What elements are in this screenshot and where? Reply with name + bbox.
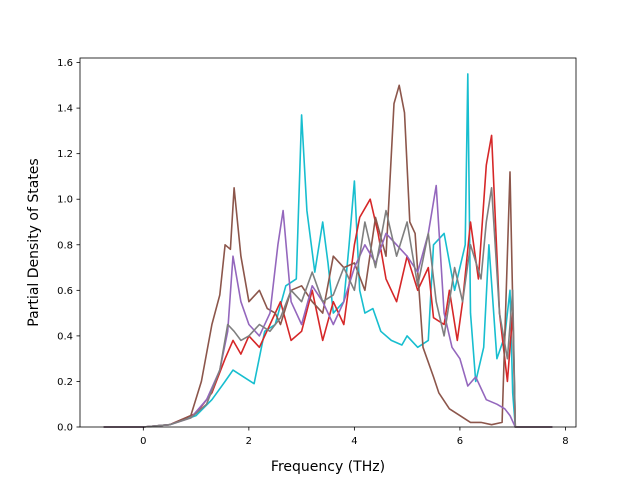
x-axis-label: Frequency (THz) (271, 459, 385, 475)
plot-frame (79, 57, 577, 428)
y-tick-label: 0.8 (57, 240, 73, 251)
series-layer (103, 73, 553, 428)
x-tick-label: 4 (351, 436, 357, 447)
x-axis-ticks: 0 2 4 6 8 (140, 427, 569, 447)
y-tick-label: 1.4 (57, 104, 73, 115)
x-tick-label: 8 (562, 436, 568, 447)
x-tick-label: 0 (140, 436, 146, 447)
x-tick-label: 2 (246, 436, 252, 447)
y-tick-label: 1.2 (57, 149, 73, 160)
series-line-5 (103, 187, 553, 428)
y-tick-label: 0.0 (57, 423, 73, 434)
y-tick-label: 0.6 (57, 286, 73, 297)
series-line-2 (103, 134, 553, 428)
y-tick-label: 0.2 (57, 377, 73, 388)
x-tick-label: 6 (457, 436, 463, 447)
y-axis-ticks: 0.0 0.2 0.4 0.6 0.8 1.0 1.2 1.4 1.6 (57, 58, 80, 434)
y-tick-label: 1.0 (57, 195, 73, 206)
y-tick-label: 1.6 (57, 58, 73, 69)
series-line-1 (103, 73, 553, 428)
series-line-4 (103, 184, 553, 428)
y-axis-label: Partial Density of States (26, 158, 42, 326)
y-tick-label: 0.4 (57, 331, 73, 342)
